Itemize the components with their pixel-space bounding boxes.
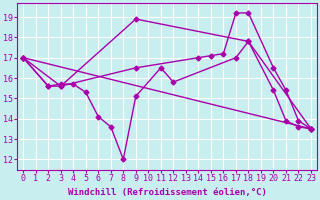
X-axis label: Windchill (Refroidissement éolien,°C): Windchill (Refroidissement éolien,°C) [68,188,267,197]
